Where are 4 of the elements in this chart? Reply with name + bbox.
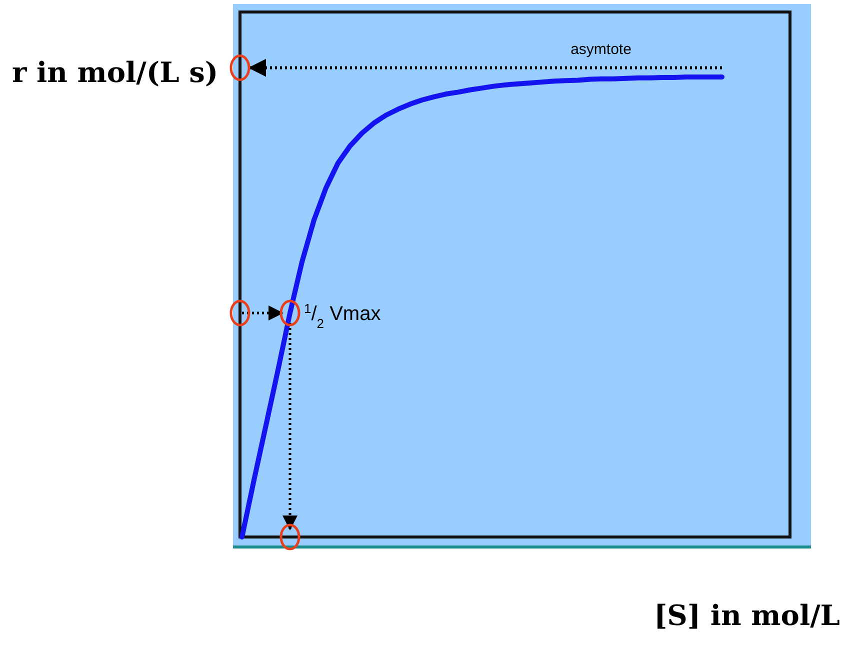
- y-axis-title: r in mol/(L s): [12, 56, 218, 89]
- ref-line-label: asymtote: [570, 40, 632, 58]
- ref-line-label: $^{1}$/$_{2}$ Vmax: [304, 300, 381, 330]
- x-axis-title: [S] in mol/L: [654, 599, 840, 632]
